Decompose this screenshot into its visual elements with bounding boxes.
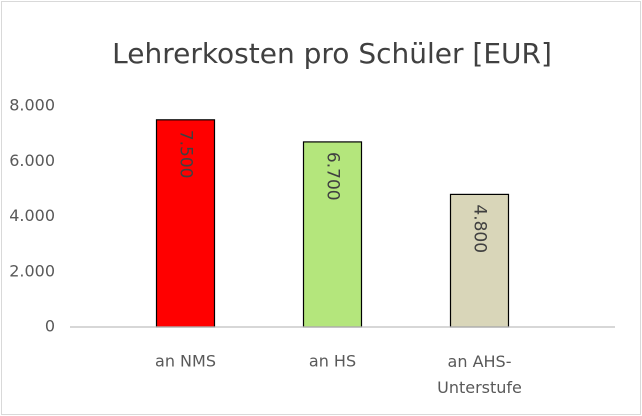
y-tick-label: 0 xyxy=(45,317,55,336)
x-tick-label: an AHS-Unterstufe xyxy=(437,352,522,397)
x-tick-label: an NMS xyxy=(155,352,216,371)
value-label: 6.700 xyxy=(323,152,343,201)
y-tick-label: 2.000 xyxy=(9,261,55,280)
y-tick-label: 6.000 xyxy=(9,151,55,170)
value-label: 7.500 xyxy=(176,130,196,179)
y-tick-label: 8.000 xyxy=(9,96,55,115)
x-tick-label: an HS xyxy=(309,352,356,371)
bar xyxy=(302,141,363,328)
bar xyxy=(155,119,216,328)
bar xyxy=(449,193,510,328)
value-label: 4.800 xyxy=(470,204,490,253)
y-tick-label: 4.000 xyxy=(9,206,55,225)
chart-title: Lehrerkosten pro Schüler [EUR] xyxy=(112,37,552,70)
